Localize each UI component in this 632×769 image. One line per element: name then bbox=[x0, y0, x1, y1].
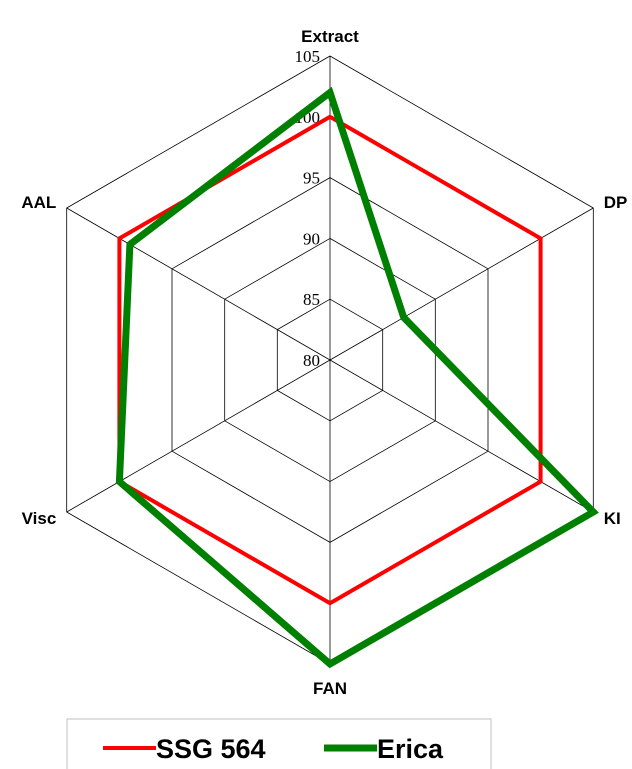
axis-label-ki: KI bbox=[604, 509, 621, 528]
spoke-aal bbox=[66, 207, 331, 361]
tick-label: 85 bbox=[303, 290, 320, 309]
legend-label-ssg-564: SSG 564 bbox=[156, 734, 266, 764]
radar-spokes bbox=[66, 56, 594, 664]
tick-label: 80 bbox=[303, 351, 320, 370]
tick-label: 90 bbox=[303, 229, 320, 248]
axis-label-extract: Extract bbox=[301, 27, 359, 46]
legend-box bbox=[66, 718, 492, 769]
legend: SSG 564 Erica bbox=[66, 718, 492, 769]
axis-label-fan: FAN bbox=[313, 679, 347, 698]
axis-label-aal: AAL bbox=[21, 193, 56, 212]
legend-label-erica: Erica bbox=[377, 734, 444, 764]
series-erica bbox=[115, 86, 599, 669]
axis-label-dp: DP bbox=[604, 193, 628, 212]
spoke-dp bbox=[329, 207, 594, 361]
spoke-ki bbox=[329, 359, 594, 513]
radar-series bbox=[115, 86, 599, 669]
axis-label-visc: Visc bbox=[22, 509, 57, 528]
tick-label: 95 bbox=[303, 169, 320, 188]
spoke-visc bbox=[66, 359, 331, 513]
series-ssg-564 bbox=[117, 114, 543, 606]
axis-labels: Extract DP KI FAN Visc AAL bbox=[21, 27, 627, 698]
tick-label: 105 bbox=[295, 47, 321, 66]
